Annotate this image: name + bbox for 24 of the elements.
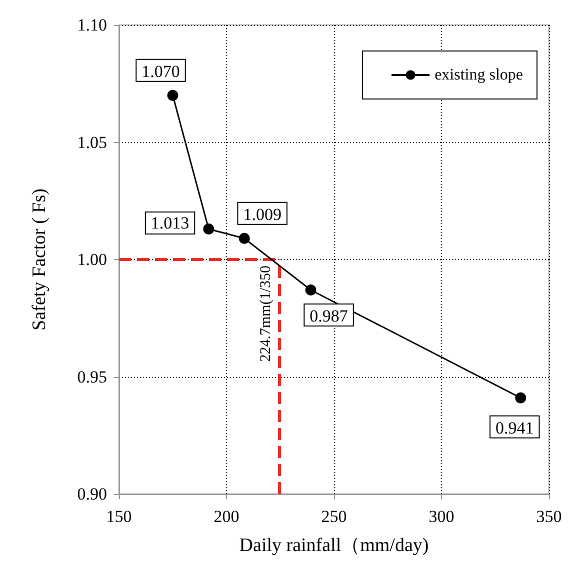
data-label: 1.070 xyxy=(142,62,180,81)
data-label: 0.941 xyxy=(495,418,534,438)
ref-line-label: 224.7mm(1/350 xyxy=(258,266,274,362)
point xyxy=(515,392,526,404)
data-label: 1.013 xyxy=(150,214,190,233)
data-label: 1.009 xyxy=(243,204,282,224)
point xyxy=(167,90,178,101)
legend-label: existing slope xyxy=(434,66,523,84)
point xyxy=(305,284,316,296)
point xyxy=(203,224,214,235)
x-tick-label: 350 xyxy=(536,507,562,526)
x-tick-label: 250 xyxy=(321,507,347,526)
y-tick-label: 0.90 xyxy=(77,484,107,504)
y-tick-label: 0.95 xyxy=(77,367,107,386)
y-tick-label: 1.00 xyxy=(77,250,107,269)
data-label: 0.987 xyxy=(310,306,348,326)
point xyxy=(238,232,250,244)
x-tick-label: 150 xyxy=(106,507,132,526)
y-tick-label: 1.10 xyxy=(77,16,107,34)
y-axis-title: Safety Factor ( Fs) xyxy=(29,188,50,330)
y-tick-label: 1.05 xyxy=(77,132,107,152)
x-tick-label: 200 xyxy=(214,507,240,526)
x-tick-label: 300 xyxy=(428,507,454,526)
x-axis-title: Daily rainfall（mm/day) xyxy=(239,535,429,556)
